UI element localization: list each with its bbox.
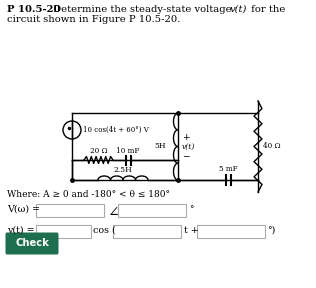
Text: 2.5H: 2.5H (114, 166, 132, 174)
Text: 10 cos(4t + 60°) V: 10 cos(4t + 60°) V (83, 126, 149, 134)
FancyBboxPatch shape (118, 204, 186, 217)
Text: 40 Ω: 40 Ω (263, 143, 281, 151)
Text: v(t): v(t) (182, 143, 195, 151)
Text: Where: A ≥ 0 and -180° < θ ≤ 180°: Where: A ≥ 0 and -180° < θ ≤ 180° (7, 190, 170, 199)
FancyBboxPatch shape (5, 232, 58, 255)
Text: cos (: cos ( (93, 226, 116, 235)
FancyBboxPatch shape (36, 204, 104, 217)
FancyBboxPatch shape (36, 225, 91, 238)
Text: 10 mF: 10 mF (116, 147, 140, 155)
Text: 5H: 5H (155, 143, 166, 151)
Text: Check: Check (15, 238, 49, 249)
Text: t +: t + (184, 226, 199, 235)
Text: °): °) (267, 226, 275, 235)
Text: P 10.5-20: P 10.5-20 (7, 5, 60, 14)
Text: v(t): v(t) (230, 5, 247, 14)
Text: for the: for the (248, 5, 285, 14)
Text: 5 mF: 5 mF (219, 165, 237, 173)
Text: +: + (182, 133, 190, 142)
Text: Determine the steady-state voltage: Determine the steady-state voltage (50, 5, 235, 14)
Text: V(ω) =: V(ω) = (7, 205, 40, 214)
Text: v(t) =: v(t) = (7, 226, 35, 235)
Text: −: − (182, 151, 190, 160)
Text: °: ° (189, 205, 193, 214)
Text: circuit shown in Figure P 10.5-20.: circuit shown in Figure P 10.5-20. (7, 15, 180, 24)
FancyBboxPatch shape (113, 225, 181, 238)
Text: ∠: ∠ (107, 205, 118, 219)
FancyBboxPatch shape (197, 225, 265, 238)
Text: 20 Ω: 20 Ω (90, 147, 107, 155)
